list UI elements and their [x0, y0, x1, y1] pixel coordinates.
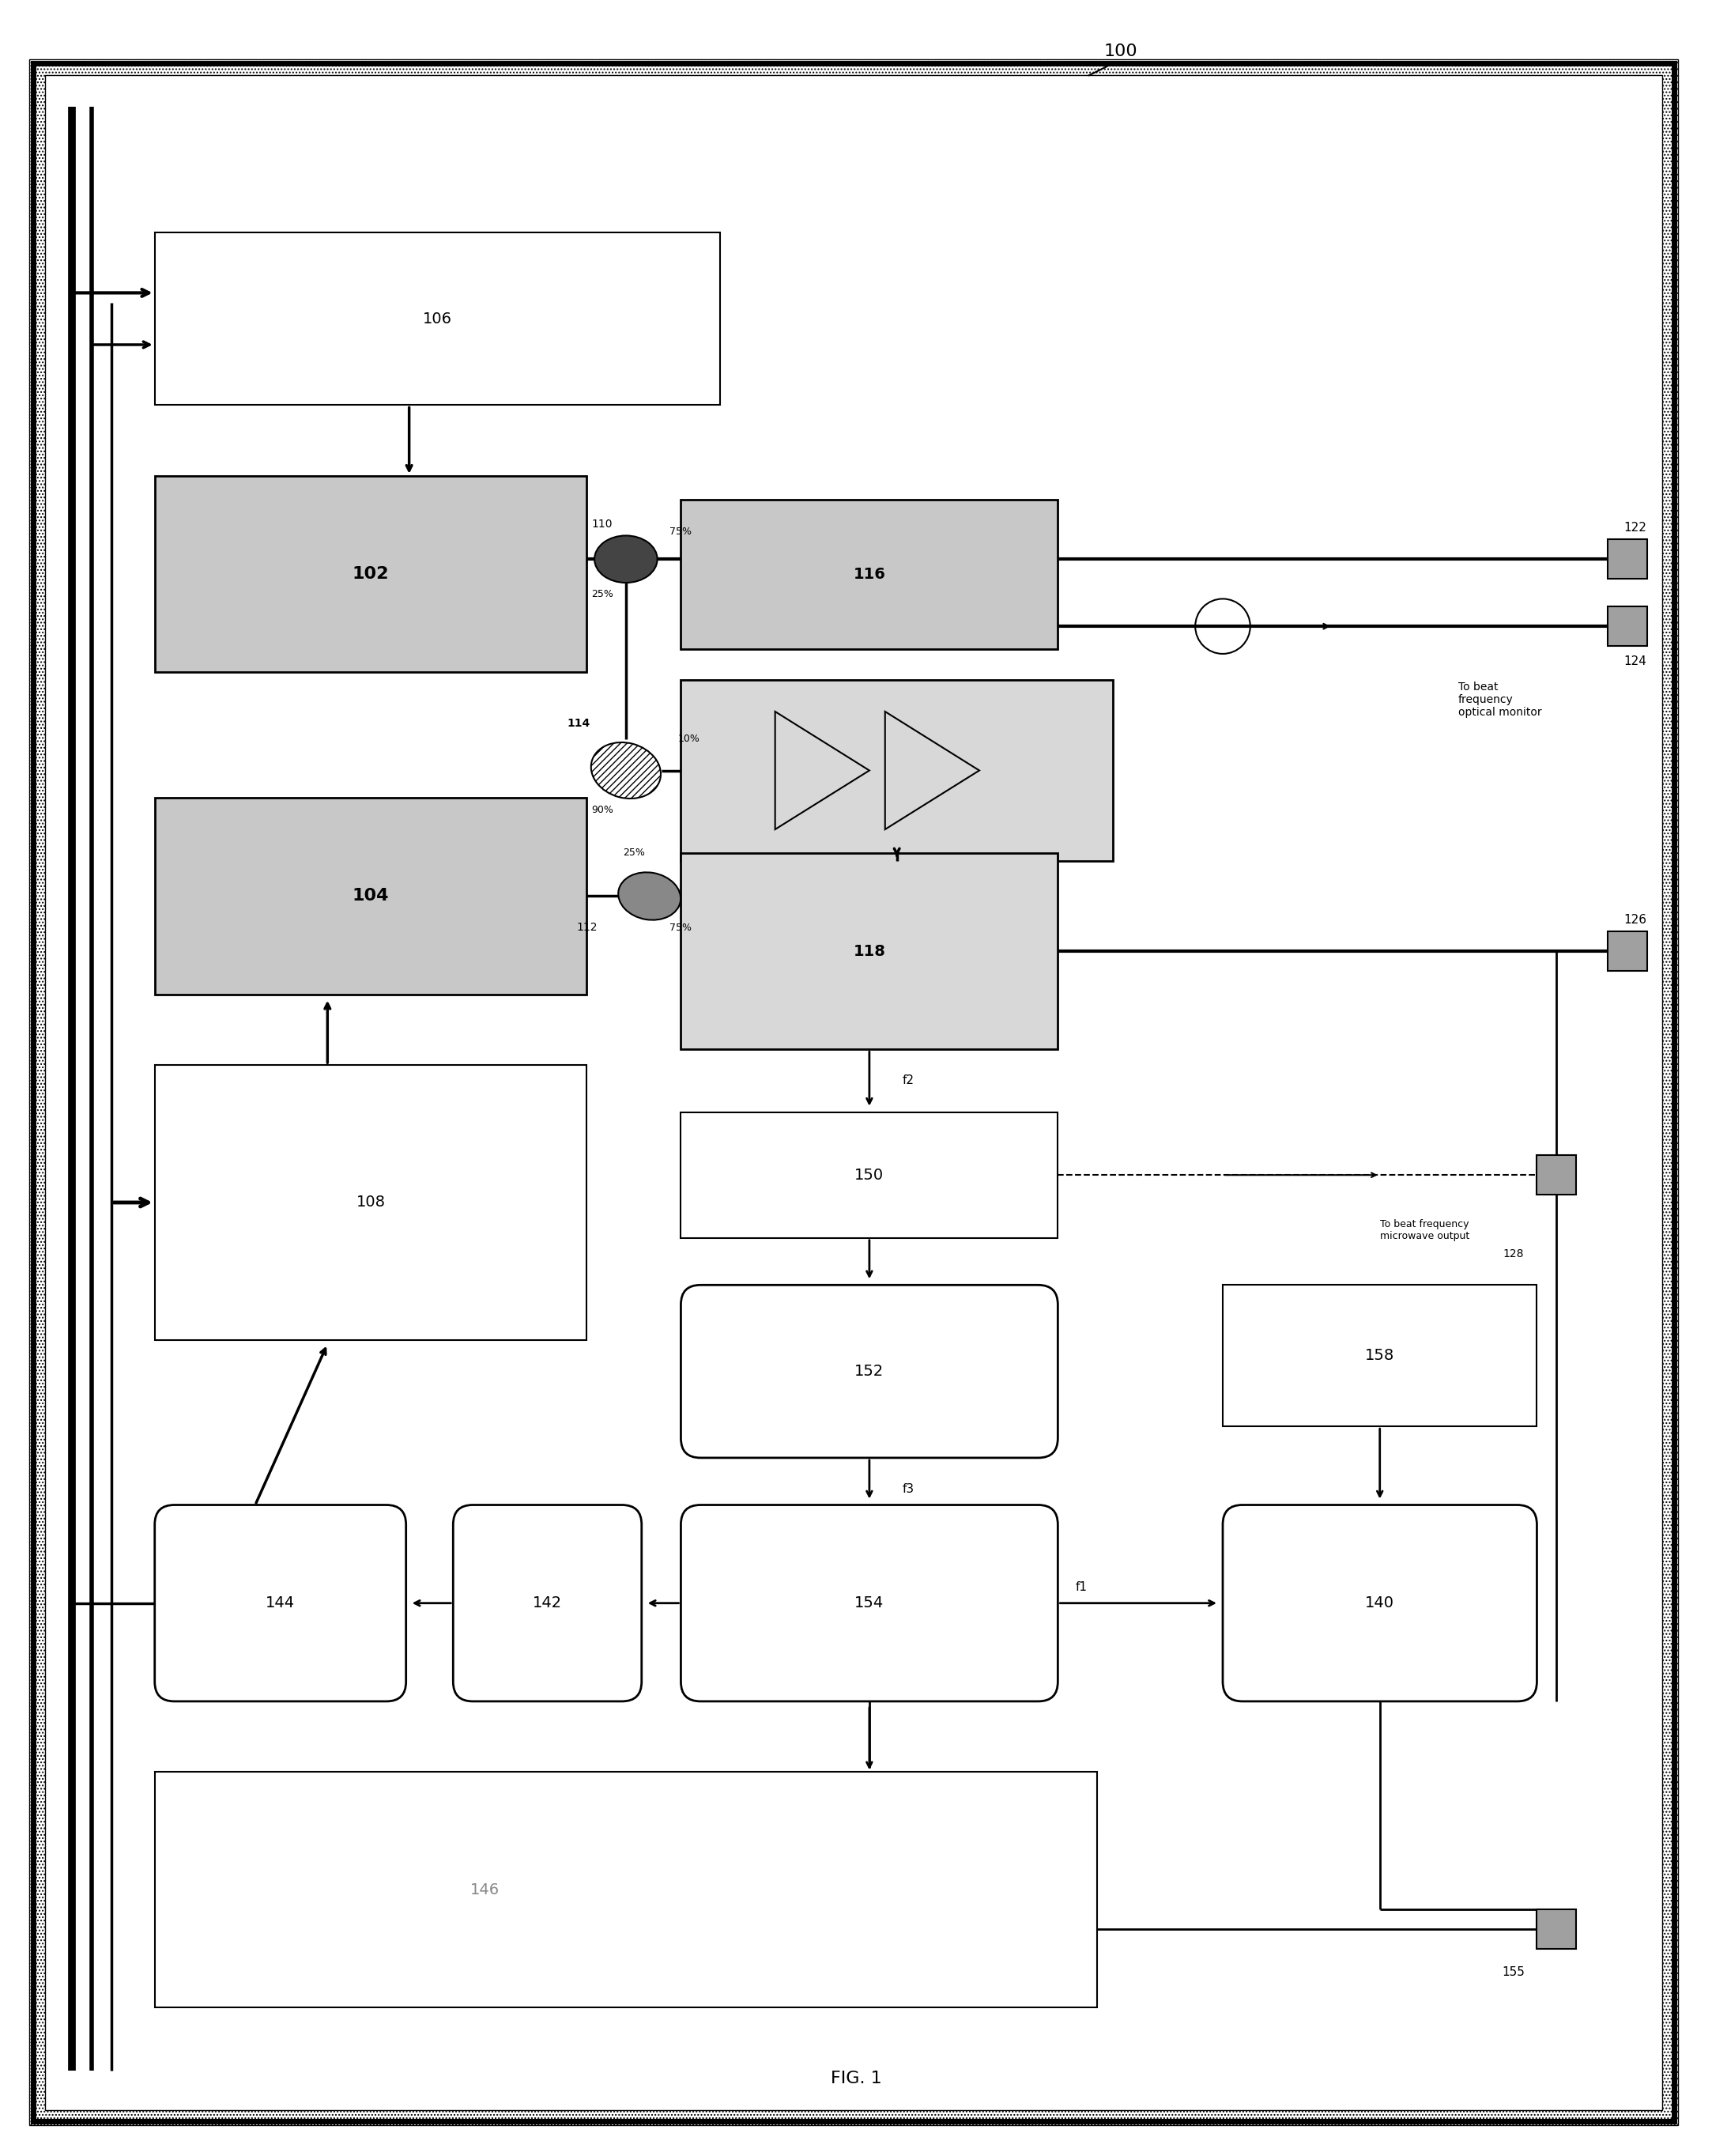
- Text: 108: 108: [356, 1194, 385, 1210]
- Bar: [1222, 1285, 1537, 1427]
- Text: 75%: 75%: [669, 526, 692, 537]
- Bar: [681, 1112, 1058, 1238]
- Ellipse shape: [594, 535, 657, 582]
- Bar: [154, 1772, 1097, 2007]
- Text: 114: 114: [567, 718, 591, 729]
- Text: 118: 118: [853, 944, 885, 959]
- Text: 142: 142: [532, 1595, 562, 1611]
- FancyBboxPatch shape: [1222, 1505, 1537, 1701]
- Text: 25%: 25%: [591, 589, 613, 599]
- Bar: [154, 1065, 587, 1341]
- Text: 116: 116: [853, 567, 885, 582]
- Text: 122: 122: [1623, 522, 1647, 535]
- Text: 152: 152: [854, 1365, 883, 1380]
- Text: 158: 158: [1364, 1348, 1395, 1363]
- Text: 90%: 90%: [591, 804, 613, 815]
- Ellipse shape: [618, 873, 681, 921]
- Text: 75%: 75%: [669, 923, 692, 934]
- FancyBboxPatch shape: [681, 1505, 1058, 1701]
- Text: 112: 112: [577, 923, 597, 934]
- Bar: [1608, 539, 1647, 578]
- FancyBboxPatch shape: [154, 1505, 406, 1701]
- Text: 150: 150: [854, 1169, 883, 1181]
- Text: 106: 106: [423, 310, 452, 326]
- Text: 128: 128: [1503, 1248, 1524, 1259]
- Bar: [681, 679, 1113, 860]
- Text: 10%: 10%: [678, 733, 700, 744]
- Bar: [154, 233, 721, 405]
- FancyBboxPatch shape: [454, 1505, 642, 1701]
- Text: 126: 126: [1623, 914, 1647, 925]
- Text: f2: f2: [902, 1076, 914, 1087]
- Bar: [681, 854, 1058, 1050]
- Text: 25%: 25%: [623, 847, 645, 858]
- Bar: [154, 798, 587, 994]
- Bar: [681, 500, 1058, 649]
- Text: 154: 154: [854, 1595, 883, 1611]
- Bar: [1608, 931, 1647, 970]
- Bar: [154, 476, 587, 673]
- Bar: [1537, 1156, 1577, 1194]
- Text: 124: 124: [1623, 655, 1647, 668]
- FancyBboxPatch shape: [681, 1285, 1058, 1457]
- Text: 155: 155: [1501, 1966, 1525, 1979]
- Text: 104: 104: [353, 888, 389, 903]
- Text: f3: f3: [902, 1483, 914, 1494]
- Text: 146: 146: [469, 1882, 500, 1897]
- Bar: [1537, 1910, 1577, 1949]
- Text: 140: 140: [1364, 1595, 1395, 1611]
- Text: 100: 100: [1104, 43, 1137, 60]
- Text: 110: 110: [592, 517, 613, 530]
- Text: f1: f1: [1075, 1583, 1087, 1593]
- Text: FIG. 1: FIG. 1: [830, 2070, 882, 2087]
- Text: 144: 144: [265, 1595, 294, 1611]
- Text: 102: 102: [353, 567, 389, 582]
- Bar: [1608, 606, 1647, 647]
- Text: To beat
frequency
optical monitor: To beat frequency optical monitor: [1459, 681, 1543, 718]
- Text: To beat frequency
microwave output: To beat frequency microwave output: [1380, 1218, 1469, 1242]
